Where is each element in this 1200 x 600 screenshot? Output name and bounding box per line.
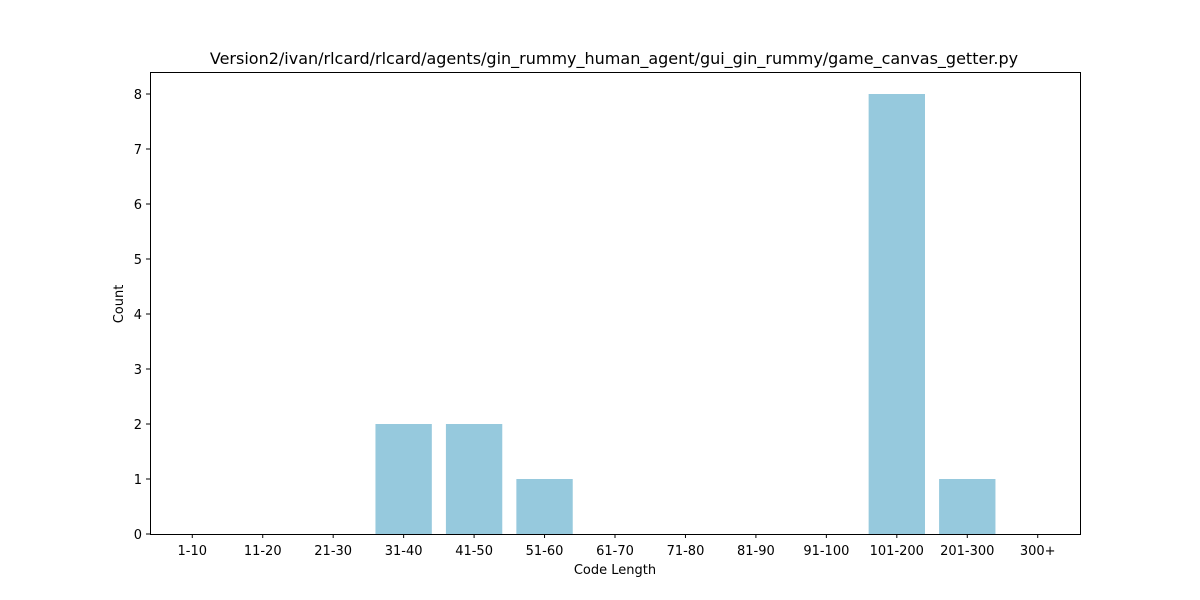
bars [375, 94, 995, 534]
y-tick-label: 5 [134, 253, 142, 268]
x-tick-label: 31-40 [385, 544, 423, 559]
x-tick-label: 41-50 [455, 544, 493, 559]
x-axis-label: Code Length [574, 563, 656, 578]
y-tick-label: 0 [134, 528, 142, 543]
chart-title: Version2/ivan/rlcard/rlcard/agents/gin_r… [210, 49, 1018, 69]
y-tick-label: 6 [134, 198, 142, 213]
x-tick-label: 81-90 [737, 544, 775, 559]
x-tick-label: 201-300 [940, 544, 994, 559]
y-tick-label: 3 [134, 363, 142, 378]
bar-51-60 [516, 479, 572, 534]
y-tick-label: 2 [134, 418, 142, 433]
bar-31-40 [375, 424, 431, 534]
x-tick-label: 61-70 [596, 544, 634, 559]
y-axis-label: Count [112, 285, 127, 324]
x-tick-label: 1-10 [178, 544, 208, 559]
bar-101-200 [869, 94, 925, 534]
bar-201-300 [939, 479, 995, 534]
bar-41-50 [446, 424, 502, 534]
y-tick-label: 7 [134, 143, 142, 158]
x-tick-label: 91-100 [803, 544, 849, 559]
x-tick-label: 51-60 [526, 544, 564, 559]
x-tick-label: 11-20 [244, 544, 282, 559]
y-tick-label: 1 [134, 473, 142, 488]
y-tick-label: 4 [134, 308, 142, 323]
x-tick-label: 300+ [1020, 544, 1056, 559]
x-axis: 1-10 11-20 21-30 31-40 41-50 51-60 61-70 71-80 8… [178, 534, 1056, 559]
plot-frame [151, 73, 1081, 535]
x-tick-label: 101-200 [870, 544, 924, 559]
x-tick-label: 71-80 [667, 544, 705, 559]
y-axis: 0 1 2 3 4 5 6 7 8 [134, 88, 150, 543]
y-tick-label: 8 [134, 88, 142, 103]
x-tick-label: 21-30 [314, 544, 352, 559]
